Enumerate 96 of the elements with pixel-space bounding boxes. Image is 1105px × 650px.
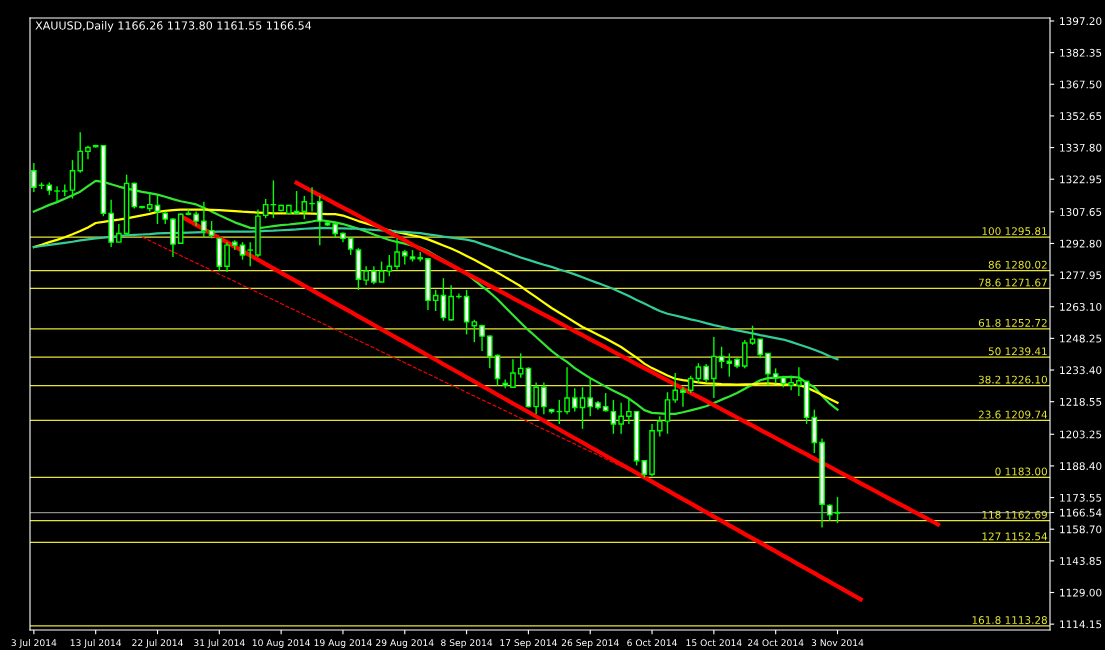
candlestick [796, 366, 802, 397]
x-tick-label: 3 Nov 2014 [811, 639, 864, 647]
candlestick [479, 323, 485, 352]
candlestick [533, 381, 539, 416]
y-tick-label: 1114.15 [1060, 620, 1102, 629]
ref-line-label: 86 1280.02 [988, 260, 1047, 269]
candlestick [510, 358, 516, 388]
candlestick [680, 386, 686, 408]
y-tick-label: 1277.95 [1060, 271, 1102, 280]
y-tick-label: 1382.35 [1060, 48, 1102, 57]
candlestick [834, 496, 841, 524]
candlestick [656, 415, 663, 438]
x-tick-label: 10 Aug 2014 [252, 639, 310, 648]
candlestick [579, 386, 586, 430]
y-tick-label: 1367.50 [1060, 80, 1102, 89]
candlestick [749, 325, 756, 346]
candlestick [54, 185, 60, 203]
candlestick [131, 181, 138, 210]
candlestick [695, 362, 702, 384]
candlestick [618, 402, 624, 435]
candlestick [394, 237, 400, 271]
x-tick-label: 8 Sep 2014 [441, 639, 493, 648]
x-tick-label: 19 Aug 2014 [314, 639, 372, 648]
candlestick [69, 159, 76, 200]
y-tick-label: 1352.65 [1060, 112, 1102, 121]
y-tick-label: 1307.65 [1060, 208, 1102, 216]
candlestick [703, 363, 709, 384]
ref-line-label: 23.6 1209.74 [978, 410, 1048, 419]
candlestick [247, 241, 254, 267]
candlestick [386, 254, 393, 277]
y-tick-label: 1292.80 [1060, 239, 1102, 248]
candlestick [316, 195, 323, 246]
candlestick [432, 289, 439, 312]
candlestick [541, 381, 547, 416]
candlestick [711, 336, 717, 399]
ref-line-label: 50 1239.41 [988, 347, 1047, 356]
candlestick [726, 352, 733, 378]
x-tick-label: 13 Jul 2014 [70, 639, 122, 648]
candlestick [757, 338, 764, 360]
candlestick [788, 375, 794, 391]
candlestick [262, 198, 269, 219]
candlestick [448, 284, 454, 322]
x-tick-label: 3 Jul 2014 [11, 639, 57, 648]
ref-line-label: 118 1162.69 [982, 510, 1047, 519]
candlestick [517, 352, 524, 379]
candlestick [146, 191, 153, 213]
y-tick-label: 1397.20 [1060, 17, 1102, 26]
ref-line-label: 100 1295.81 [982, 227, 1047, 236]
y-tick-label: 1248.25 [1060, 334, 1102, 343]
candlestick [610, 399, 617, 435]
candlestick [587, 377, 594, 417]
candlestick [626, 397, 632, 425]
y-tick-label: 1188.40 [1060, 462, 1102, 471]
candlestick [741, 339, 748, 370]
ref-line-label: 161.8 1113.28 [972, 616, 1047, 624]
y-tick-label: 1158.70 [1060, 525, 1102, 534]
x-tick-label: 22 Jul 2014 [132, 639, 183, 648]
candlestick [301, 195, 308, 220]
ref-line-label: 0 1183.00 [995, 467, 1047, 476]
candlestick [116, 223, 122, 243]
chart-title: XAUUSD,Daily 1166.26 1173.80 1161.55 1166.54 [35, 21, 312, 32]
y-tick-label: 1337.80 [1060, 143, 1102, 152]
candlestick [224, 241, 230, 273]
x-tick-label: 31 Jul 2014 [194, 639, 245, 648]
x-tick-label: 26 Sep 2014 [561, 639, 619, 648]
x-tick-label: 17 Sep 2014 [500, 639, 557, 648]
y-tick-label: 1263.10 [1060, 302, 1102, 311]
x-tick-label: 24 Oct 2014 [748, 639, 804, 647]
y-tick-label: 1166.54 [1060, 508, 1102, 517]
candlestick [602, 392, 609, 413]
candlestick [378, 260, 385, 283]
candlestick [201, 200, 207, 239]
candlestick [486, 334, 493, 370]
y-tick-label: 1322.95 [1060, 175, 1102, 184]
y-tick-label: 1203.25 [1060, 430, 1102, 439]
ref-line-label: 61.8 1252.72 [978, 318, 1047, 327]
candlestick [471, 319, 478, 343]
line-series [294, 180, 941, 527]
candlestick [672, 372, 679, 404]
candlestick [363, 265, 369, 286]
ref-line-label: 127 1152.54 [982, 532, 1048, 541]
y-tick-label: 1233.40 [1060, 366, 1102, 375]
y-tick-label: 1173.55 [1060, 493, 1102, 502]
x-tick-label: 29 Aug 2014 [376, 639, 434, 648]
y-tick-label: 1129.00 [1060, 588, 1102, 597]
x-tick-label: 6 Oct 2014 [627, 639, 677, 647]
y-tick-label: 1218.55 [1060, 397, 1102, 406]
candlestick [765, 352, 771, 387]
candlestick [564, 366, 570, 416]
candlestick [77, 131, 84, 174]
x-tick-label: 15 Oct 2014 [686, 639, 742, 647]
ref-line-label: 78.6 1271.67 [978, 278, 1047, 287]
candlestick [664, 391, 671, 435]
ref-line-label: 38.2 1226.10 [978, 375, 1047, 384]
candlestick [571, 387, 578, 413]
y-tick-label: 1143.85 [1060, 557, 1102, 565]
